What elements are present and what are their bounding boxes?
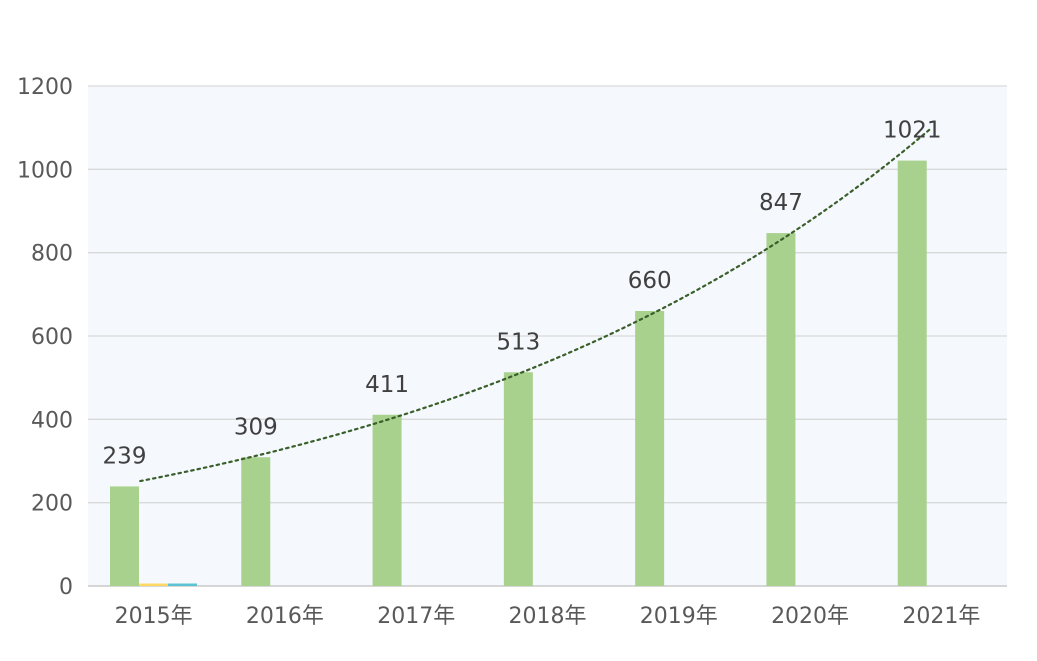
bar-1-2021年	[897, 160, 927, 587]
y-tick-label-1200: 1200	[17, 75, 73, 100]
trendline	[139, 126, 934, 483]
bar-1-2019年	[635, 311, 665, 586]
gridlines	[88, 85, 1007, 587]
bars	[110, 160, 927, 587]
x-tick-label-2016年: 2016年	[246, 604, 324, 629]
y-axis-tick-labels: 0 200 400 600 800 1000 1200	[17, 75, 73, 600]
data-label-2016年: 309	[234, 414, 278, 440]
y-tick-label-600: 600	[31, 325, 73, 350]
data-label-2019年: 660	[628, 268, 672, 294]
x-tick-label-2017年: 2017年	[377, 604, 455, 629]
y-tick-label-0: 0	[59, 575, 73, 600]
x-tick-label-2018年: 2018年	[509, 604, 587, 629]
x-tick-label-2019年: 2019年	[640, 604, 718, 629]
bar-1-2020年	[766, 233, 796, 587]
y-tick-label-800: 800	[31, 242, 73, 267]
x-tick-label-2020年: 2020年	[771, 604, 849, 629]
bar-2-2015年	[139, 583, 168, 586]
x-tick-label-2021年: 2021年	[902, 604, 980, 629]
data-label-2017年: 411	[365, 372, 409, 398]
y-tick-label-1000: 1000	[17, 158, 73, 183]
bar-1-2017年	[372, 414, 402, 586]
data-label-2020年: 847	[759, 190, 803, 216]
bar-1-2016年	[241, 457, 271, 586]
x-tick-label-2015年: 2015年	[115, 604, 193, 629]
bar-1-2015年	[110, 486, 139, 586]
data-labels: 239 309 411 513 660 847 1021	[103, 118, 942, 470]
y-tick-label-200: 200	[31, 492, 73, 517]
data-label-2021年: 1021	[883, 118, 942, 144]
bar-3-2015年	[168, 583, 197, 586]
data-label-2015年: 239	[103, 443, 147, 469]
x-axis-tick-labels: 2015年 2016年 2017年 2018年 2019年 2020年 2021年	[115, 604, 981, 629]
bar-1-2018年	[503, 372, 533, 586]
data-label-2018年: 513	[496, 329, 540, 355]
y-tick-label-400: 400	[31, 408, 73, 433]
